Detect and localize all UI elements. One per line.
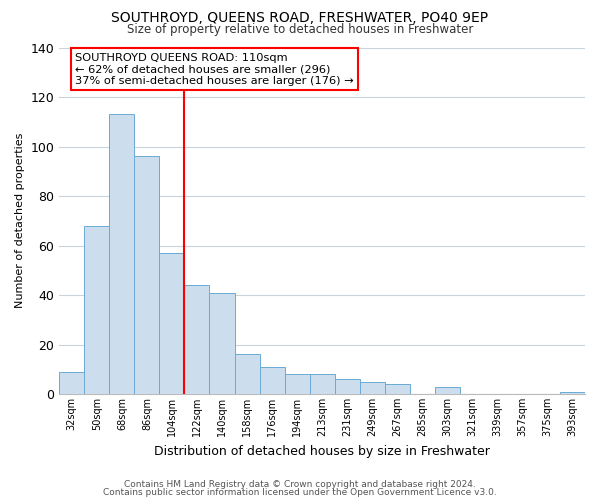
Bar [435,386,460,394]
Bar [109,114,134,394]
X-axis label: Distribution of detached houses by size in Freshwater: Distribution of detached houses by size … [154,444,490,458]
Bar [184,285,209,394]
Text: Contains HM Land Registry data © Crown copyright and database right 2024.: Contains HM Land Registry data © Crown c… [124,480,476,489]
Bar [59,372,85,394]
Bar [160,253,184,394]
Bar [284,374,310,394]
Bar [235,354,260,394]
Bar [310,374,335,394]
Bar [335,379,359,394]
Bar [260,367,284,394]
Bar [560,392,585,394]
Y-axis label: Number of detached properties: Number of detached properties [15,133,25,308]
Bar [85,226,109,394]
Text: SOUTHROYD, QUEENS ROAD, FRESHWATER, PO40 9EP: SOUTHROYD, QUEENS ROAD, FRESHWATER, PO40… [112,11,488,25]
Text: Size of property relative to detached houses in Freshwater: Size of property relative to detached ho… [127,22,473,36]
Text: Contains public sector information licensed under the Open Government Licence v3: Contains public sector information licen… [103,488,497,497]
Text: SOUTHROYD QUEENS ROAD: 110sqm
← 62% of detached houses are smaller (296)
37% of : SOUTHROYD QUEENS ROAD: 110sqm ← 62% of d… [75,52,353,86]
Bar [385,384,410,394]
Bar [134,156,160,394]
Bar [359,382,385,394]
Bar [209,292,235,394]
